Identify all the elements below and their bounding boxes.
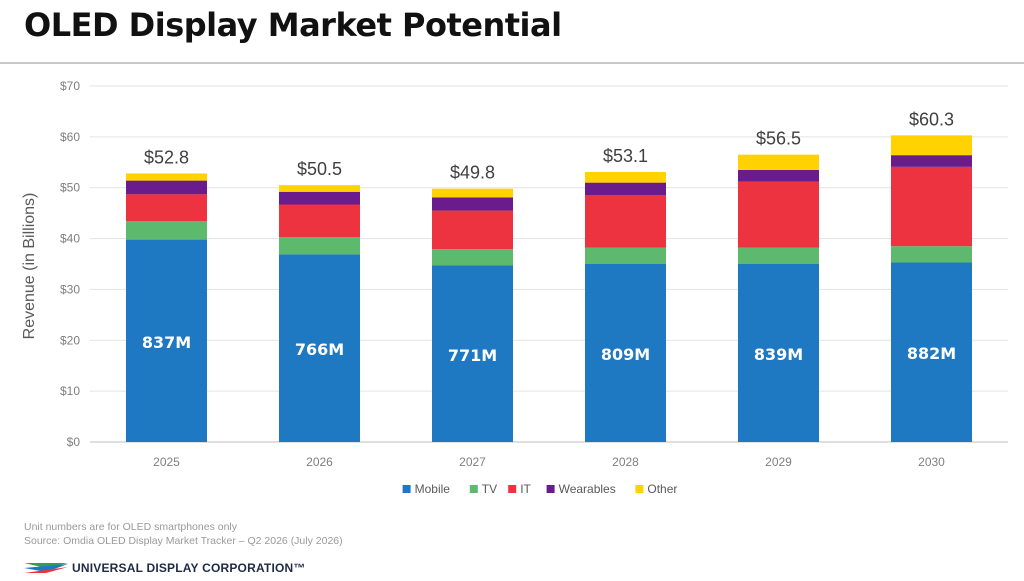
bars bbox=[126, 135, 972, 442]
legend-label-other: Other bbox=[647, 482, 677, 496]
brand-name: UNIVERSAL DISPLAY CORPORATION™ bbox=[72, 561, 306, 575]
legend-swatch-other bbox=[635, 485, 644, 493]
legend-swatch-tv bbox=[469, 485, 478, 493]
unit-label: 809M bbox=[601, 345, 650, 364]
x-tick-label: 2026 bbox=[306, 455, 333, 469]
bar-segment-other bbox=[126, 173, 207, 181]
legend-label-tv: TV bbox=[482, 482, 497, 496]
bar-segment-it bbox=[891, 166, 972, 247]
total-label: $50.5 bbox=[297, 159, 342, 179]
bar-segment-tv bbox=[279, 237, 360, 255]
data-labels: $52.8 837M $50.5 766M $49.8 771M $53.1 809M $56.… bbox=[142, 109, 956, 364]
bar-segment-it bbox=[279, 204, 360, 238]
x-axis: 2025 2026 2027 2028 2029 2030 bbox=[153, 455, 945, 469]
bar-segment-mobile bbox=[126, 239, 207, 442]
bar-segment-mobile bbox=[891, 262, 972, 442]
bar-segment-it bbox=[126, 194, 207, 222]
udc-logo-icon bbox=[24, 563, 68, 573]
footnote: Unit numbers are for OLED smartphones on… bbox=[24, 521, 238, 533]
x-tick-label: 2028 bbox=[612, 455, 639, 469]
legend-label-it: IT bbox=[520, 482, 531, 496]
y-axis: $0 $10 $20 $30 $40 $50 $60 $70 bbox=[60, 79, 80, 449]
source-note: Source: Omdia OLED Display Market Tracke… bbox=[24, 535, 343, 547]
bar-segment-mobile bbox=[738, 264, 819, 442]
bar-segment-tv bbox=[585, 247, 666, 264]
legend-swatch-it bbox=[508, 485, 517, 493]
bar-segment-other bbox=[738, 154, 819, 170]
legend-label-mobile: Mobile bbox=[415, 482, 451, 496]
bar-segment-wearables bbox=[585, 182, 666, 196]
total-label: $53.1 bbox=[603, 146, 648, 166]
bar-segment-other bbox=[891, 135, 972, 156]
x-tick-label: 2027 bbox=[459, 455, 486, 469]
y-axis-label: Revenue (in Billions) bbox=[21, 193, 38, 340]
bar-segment-it bbox=[432, 210, 513, 250]
unit-label: 771M bbox=[448, 346, 497, 365]
y-tick-label: $30 bbox=[60, 282, 80, 296]
bar-segment-it bbox=[585, 195, 666, 248]
bar-segment-wearables bbox=[738, 169, 819, 182]
bar-segment-wearables bbox=[126, 180, 207, 195]
x-tick-label: 2030 bbox=[918, 455, 945, 469]
y-tick-label: $0 bbox=[67, 435, 81, 449]
legend: Mobile TV IT Wearables Other bbox=[402, 482, 677, 496]
y-tick-label: $10 bbox=[60, 384, 80, 398]
x-tick-label: 2025 bbox=[153, 455, 180, 469]
bar-segment-other bbox=[279, 185, 360, 192]
unit-label: 882M bbox=[907, 344, 956, 363]
grid-lines bbox=[90, 85, 1008, 443]
y-tick-label: $20 bbox=[60, 333, 80, 347]
bar-segment-tv bbox=[738, 247, 819, 264]
title-divider bbox=[0, 62, 1024, 64]
bar-segment-wearables bbox=[279, 191, 360, 205]
total-label: $56.5 bbox=[756, 129, 801, 149]
bar-segment-mobile bbox=[432, 265, 513, 442]
bar-segment-tv bbox=[891, 246, 972, 263]
total-label: $60.3 bbox=[909, 109, 954, 129]
bar-segment-mobile bbox=[585, 264, 666, 442]
y-tick-label: $50 bbox=[60, 181, 80, 195]
bar-segment-it bbox=[738, 181, 819, 248]
legend-swatch-mobile bbox=[402, 485, 411, 493]
bar-segment-mobile bbox=[279, 254, 360, 442]
unit-label: 839M bbox=[754, 345, 803, 364]
page-title: OLED Display Market Potential bbox=[24, 6, 562, 44]
bar-segment-wearables bbox=[891, 155, 972, 167]
bar-segment-tv bbox=[126, 221, 207, 240]
total-label: $52.8 bbox=[144, 147, 189, 167]
unit-label: 766M bbox=[295, 340, 344, 359]
y-tick-label: $40 bbox=[60, 232, 80, 246]
y-tick-label: $70 bbox=[60, 79, 80, 93]
stacked-bar-chart: $0 $10 $20 $30 $40 $50 $60 $70 Revenue (in Bill… bbox=[21, 79, 1008, 496]
total-label: $49.8 bbox=[450, 163, 495, 183]
bar-segment-wearables bbox=[432, 197, 513, 211]
bar-segment-other bbox=[432, 188, 513, 198]
y-tick-label: $60 bbox=[60, 130, 80, 144]
legend-swatch-wearables bbox=[546, 485, 555, 493]
x-tick-label: 2029 bbox=[765, 455, 792, 469]
bar-segment-tv bbox=[432, 249, 513, 266]
unit-label: 837M bbox=[142, 333, 191, 352]
bar-segment-other bbox=[585, 171, 666, 183]
legend-label-wearables: Wearables bbox=[559, 482, 616, 496]
